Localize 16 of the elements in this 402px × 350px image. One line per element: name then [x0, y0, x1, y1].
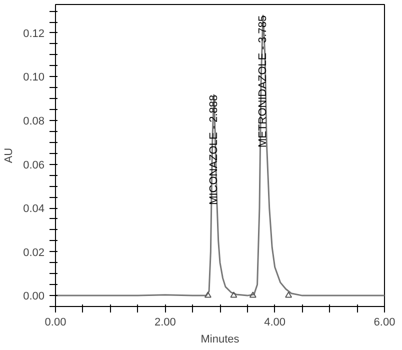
line-series [56, 14, 384, 296]
y-tick-label: 0.08 [23, 115, 45, 128]
y-tick-label: 0.12 [23, 28, 45, 40]
annotation: MICONAZOLE - 2.888 [208, 94, 220, 205]
x-tick-label: 0.00 [44, 316, 66, 328]
x-tick-label: 2.00 [154, 316, 176, 328]
y-tick-label: 0.00 [23, 290, 45, 303]
y-tick-label: 0.02 [23, 246, 45, 259]
x-axis-title: Minutes [200, 334, 240, 346]
y-tick-label: 0.04 [23, 203, 45, 216]
x-tick-label: 4.00 [264, 316, 286, 328]
annotation: METRONIDAZOLE - 3.785 [257, 15, 270, 148]
x-tick-label: 6.00 [374, 316, 396, 328]
y-tick-label: 0.06 [23, 159, 45, 172]
y-axis-title: AU [3, 148, 16, 164]
y-tick-label: 0.10 [23, 72, 45, 84]
